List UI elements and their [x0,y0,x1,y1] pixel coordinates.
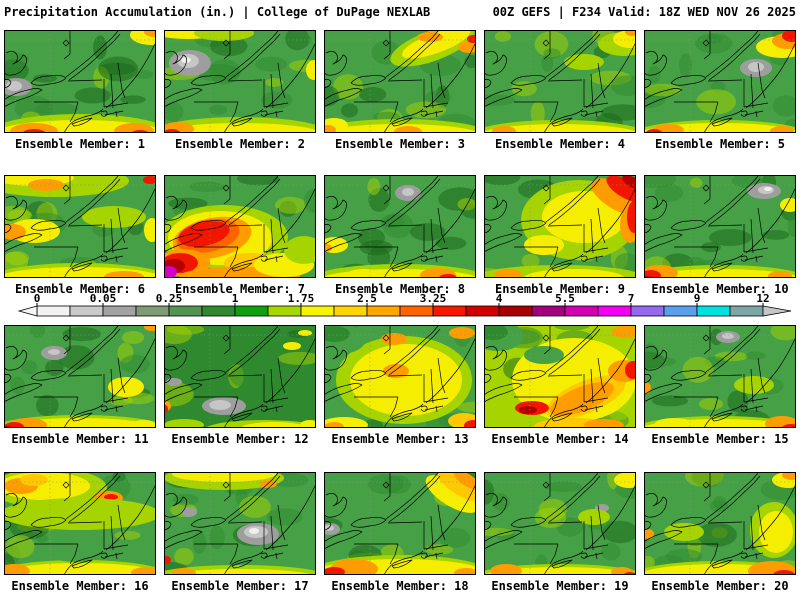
header: Precipitation Accumulation (in.) | Colle… [4,5,796,19]
colorbar: 0 0.05 0.25 1 1.75 2.5 3.25 4 5.5 7 9 12 [0,292,800,321]
ensemble-map-panel [4,472,156,575]
title-right: 00Z GEFS | F234 Valid: 18Z WED NOV 26 20… [492,5,796,19]
ensemble-member-label: Ensemble Member: 7 [174,282,306,296]
ensemble-map-panel [324,30,476,133]
ensemble-member-label: Ensemble Member: 11 [11,432,149,446]
colorbar-tick-label: 5.5 [555,293,575,305]
colorbar-tick-label: 0.25 [156,293,183,305]
ensemble-member-label: Ensemble Member: 12 [171,432,309,446]
ensemble-member-label: Ensemble Member: 17 [171,579,309,593]
colorbar-tick-label: 4 [496,293,503,305]
ensemble-member-label: Ensemble Member: 10 [651,282,789,296]
ensemble-map-panel [164,30,316,133]
colorbar-tick-label: 1.75 [288,293,315,305]
ensemble-map-panel [164,472,316,575]
ensemble-map-panel [644,325,796,428]
ensemble-map-panel [164,175,316,278]
ensemble-map-panel [484,325,636,428]
colorbar-tick-label: 2.5 [357,293,377,305]
colorbar-tick-label: 1 [232,293,239,305]
ensemble-map-panel [4,175,156,278]
colorbar-tick-label: 12 [756,293,769,305]
title-left: Precipitation Accumulation (in.) | Colle… [4,5,431,19]
ensemble-member-label: Ensemble Member: 5 [654,137,786,151]
colorbar-tick-label: 0 [34,293,41,305]
colorbar-tick-label: 0.05 [90,293,117,305]
colorbar-tick-label: 7 [628,293,635,305]
ensemble-map-panel [644,472,796,575]
ensemble-member-label: Ensemble Member: 9 [494,282,626,296]
ensemble-map-panel [484,175,636,278]
ensemble-member-label: Ensemble Member: 6 [14,282,146,296]
ensemble-member-label: Ensemble Member: 8 [334,282,466,296]
ensemble-map-panel [644,175,796,278]
ensemble-map-panel [324,325,476,428]
ensemble-member-label: Ensemble Member: 16 [11,579,149,593]
ensemble-member-label: Ensemble Member: 14 [491,432,629,446]
ensemble-map-panel [4,325,156,428]
ensemble-map-panel [484,472,636,575]
ensemble-member-label: Ensemble Member: 4 [494,137,626,151]
ensemble-map-panel [324,175,476,278]
ensemble-map-panel [484,30,636,133]
ensemble-map-panel [164,325,316,428]
colorbar-tick-label: 3.25 [420,293,447,305]
ensemble-member-label: Ensemble Member: 2 [174,137,306,151]
ensemble-member-label: Ensemble Member: 18 [331,579,469,593]
ensemble-member-label: Ensemble Member: 20 [651,579,789,593]
ensemble-member-label: Ensemble Member: 3 [334,137,466,151]
colorbar-tick-label: 9 [694,293,701,305]
ensemble-member-label: Ensemble Member: 1 [14,137,146,151]
ensemble-member-label: Ensemble Member: 13 [331,432,469,446]
ensemble-member-label: Ensemble Member: 19 [491,579,629,593]
ensemble-member-label: Ensemble Member: 15 [651,432,789,446]
ensemble-map-panel [644,30,796,133]
ensemble-map-panel [324,472,476,575]
ensemble-map-panel [4,30,156,133]
